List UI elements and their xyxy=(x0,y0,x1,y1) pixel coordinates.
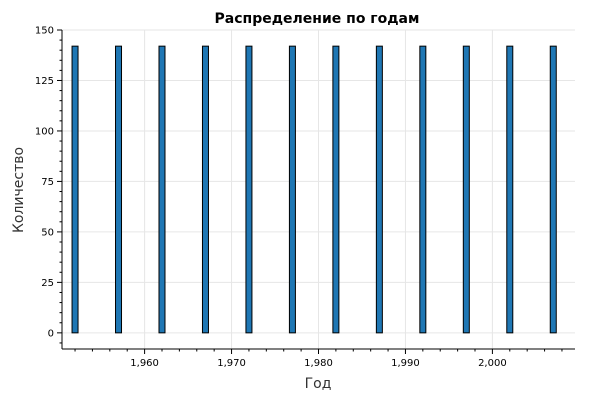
y-tick-label: 25 xyxy=(41,278,54,289)
y-tick-label: 150 xyxy=(35,26,54,37)
bar-1987 xyxy=(375,45,383,334)
y-axis-label: Количество xyxy=(11,147,27,233)
x-tick-label: 1,980 xyxy=(304,358,333,369)
bar-1967 xyxy=(201,45,209,334)
bar-1992 xyxy=(419,45,427,334)
bar-1972 xyxy=(245,45,253,334)
chart-title: Распределение по годам xyxy=(215,11,420,27)
y-tick-label: 100 xyxy=(35,126,54,137)
x-tick-label: 1,990 xyxy=(391,358,420,369)
bar-1957 xyxy=(115,45,123,334)
x-axis-label: Год xyxy=(305,376,332,392)
bars xyxy=(71,45,557,334)
bar-1997 xyxy=(462,45,470,334)
bar-1962 xyxy=(158,45,166,334)
y-tick-label: 50 xyxy=(41,227,54,238)
grid xyxy=(62,29,575,349)
bar-1977 xyxy=(288,45,296,334)
y-tick-label: 75 xyxy=(41,177,54,188)
bar-2007 xyxy=(549,45,557,334)
bar-1952 xyxy=(71,45,79,334)
x-tick-label: 2,000 xyxy=(478,358,507,369)
bar-1982 xyxy=(332,45,340,334)
bar-2002 xyxy=(506,45,514,334)
y-tick-label: 125 xyxy=(35,76,54,87)
y-tick-label: 0 xyxy=(48,328,54,339)
x-tick-label: 1,970 xyxy=(217,358,246,369)
axes: 0 25 50 75 100 125 150 1,960 1,970 1,980 1,990 2,00… xyxy=(35,26,575,369)
x-tick-label: 1,960 xyxy=(130,358,159,369)
